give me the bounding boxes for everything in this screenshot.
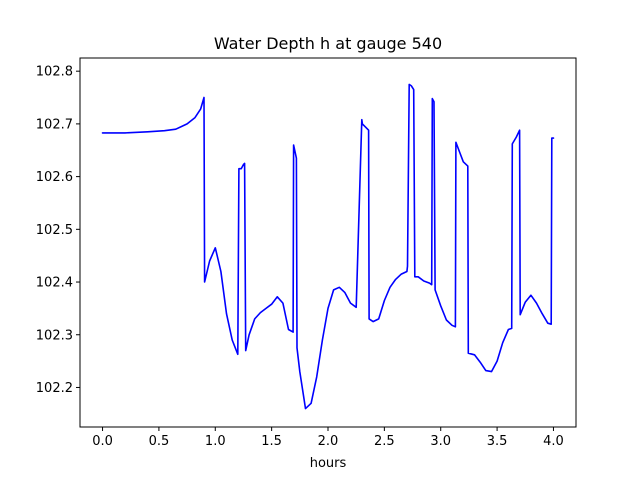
y-tick-label: 102.7 (36, 117, 73, 132)
x-tick-label: 0.5 (149, 434, 170, 449)
x-tick-label: 3.0 (430, 434, 451, 449)
x-tick-label: 0.0 (92, 434, 113, 449)
y-tick-label: 102.5 (36, 223, 73, 238)
y-tick-label: 102.4 (36, 276, 73, 291)
x-tick-label: 4.0 (543, 434, 564, 449)
x-tick-label: 2.0 (318, 434, 339, 449)
y-tick-label: 102.8 (36, 65, 73, 80)
y-tick-label: 102.2 (36, 381, 73, 396)
chart-title: Water Depth h at gauge 540 (214, 34, 442, 53)
x-axis: 0.0 0.5 1.0 1.5 2.0 2.5 3.0 3.5 4.0 (92, 427, 564, 449)
x-tick-label: 3.5 (487, 434, 508, 449)
series-layer (101, 83, 555, 410)
y-tick-label: 102.3 (36, 328, 73, 343)
series-line (101, 83, 555, 410)
x-axis-label: hours (310, 456, 347, 471)
y-axis: 102.2 102.3 102.4 102.5 102.6 102.7 102.8 (36, 65, 80, 396)
x-tick-label: 2.5 (374, 434, 395, 449)
y-tick-label: 102.6 (36, 170, 73, 185)
x-tick-label: 1.0 (205, 434, 226, 449)
x-tick-label: 1.5 (261, 434, 282, 449)
plot-area (80, 58, 576, 427)
